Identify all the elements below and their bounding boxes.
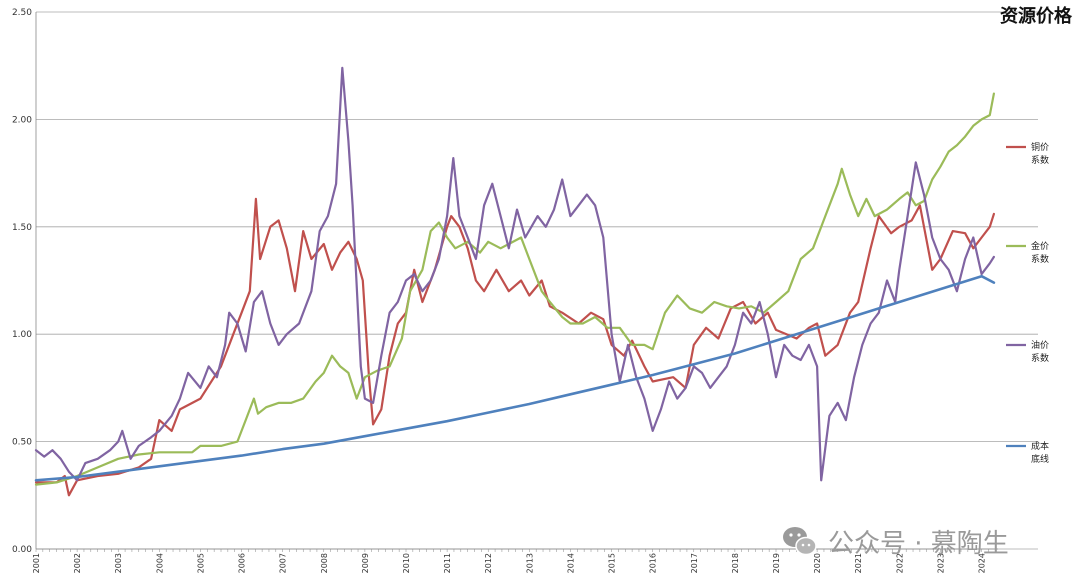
series-line-2 bbox=[34, 92, 995, 486]
x-tick-label: 2008 bbox=[320, 553, 329, 573]
x-tick-label: 2004 bbox=[155, 553, 164, 573]
chart-title: 资源价格 bbox=[1000, 5, 1073, 27]
legend-label: 金价系数 bbox=[1031, 240, 1049, 265]
x-axis: 2001 2002 2003 2004 2005 2006 2007 2008 2009 2010… bbox=[32, 12, 998, 573]
x-tick-label: 2021 bbox=[854, 553, 863, 573]
x-tick-label: 2012 bbox=[484, 553, 493, 573]
x-tick-label: 2010 bbox=[402, 553, 411, 573]
y-tick-label: 2.00 bbox=[12, 115, 32, 125]
x-tick-label: 2006 bbox=[238, 553, 247, 573]
x-tick-label: 2018 bbox=[731, 553, 740, 573]
x-tick-label: 2009 bbox=[361, 553, 370, 573]
x-tick-label: 2007 bbox=[279, 553, 288, 573]
legend-label: 成本底线 bbox=[1031, 440, 1049, 465]
x-tick-label: 2024 bbox=[978, 553, 987, 573]
legend-label: 铜价系数 bbox=[1031, 141, 1049, 166]
x-tick-label: 2014 bbox=[566, 553, 575, 573]
y-tick-label: 2.50 bbox=[12, 8, 32, 18]
legend-label: 油价系数 bbox=[1031, 339, 1049, 364]
x-tick-label: 2013 bbox=[525, 553, 534, 573]
y-tick-label: 0.50 bbox=[12, 438, 32, 448]
y-tick-label: 1.00 bbox=[12, 330, 32, 340]
x-tick-label: 2001 bbox=[32, 553, 41, 573]
series-line-4 bbox=[34, 274, 996, 482]
x-tick-label: 2005 bbox=[196, 553, 205, 573]
series-layer bbox=[34, 66, 996, 497]
y-axis: 0.00 0.50 1.00 1.50 2.00 2.50 bbox=[12, 8, 32, 555]
x-tick-label: 2022 bbox=[895, 553, 904, 573]
x-tick-label: 2016 bbox=[649, 553, 658, 573]
x-tick-label: 2003 bbox=[114, 553, 123, 573]
x-tick-label: 2023 bbox=[936, 553, 945, 573]
x-tick-label: 2011 bbox=[443, 553, 452, 573]
watermark-text: 公众号 · 慕陶生 bbox=[828, 529, 1009, 559]
x-tick-label: 2020 bbox=[813, 553, 822, 573]
wechat-icon bbox=[783, 527, 817, 556]
y-tick-label: 1.50 bbox=[12, 223, 32, 233]
x-tick-label: 2002 bbox=[73, 553, 82, 573]
y-tick-label: 0.00 bbox=[12, 545, 32, 555]
watermark: 公众号 · 慕陶生 bbox=[783, 527, 1009, 559]
x-tick-label: 2017 bbox=[690, 553, 699, 573]
x-tick-label: 2019 bbox=[772, 553, 781, 573]
x-tick-label: 2015 bbox=[608, 553, 617, 573]
series-line-1 bbox=[34, 197, 995, 497]
series-line-3 bbox=[34, 66, 995, 482]
